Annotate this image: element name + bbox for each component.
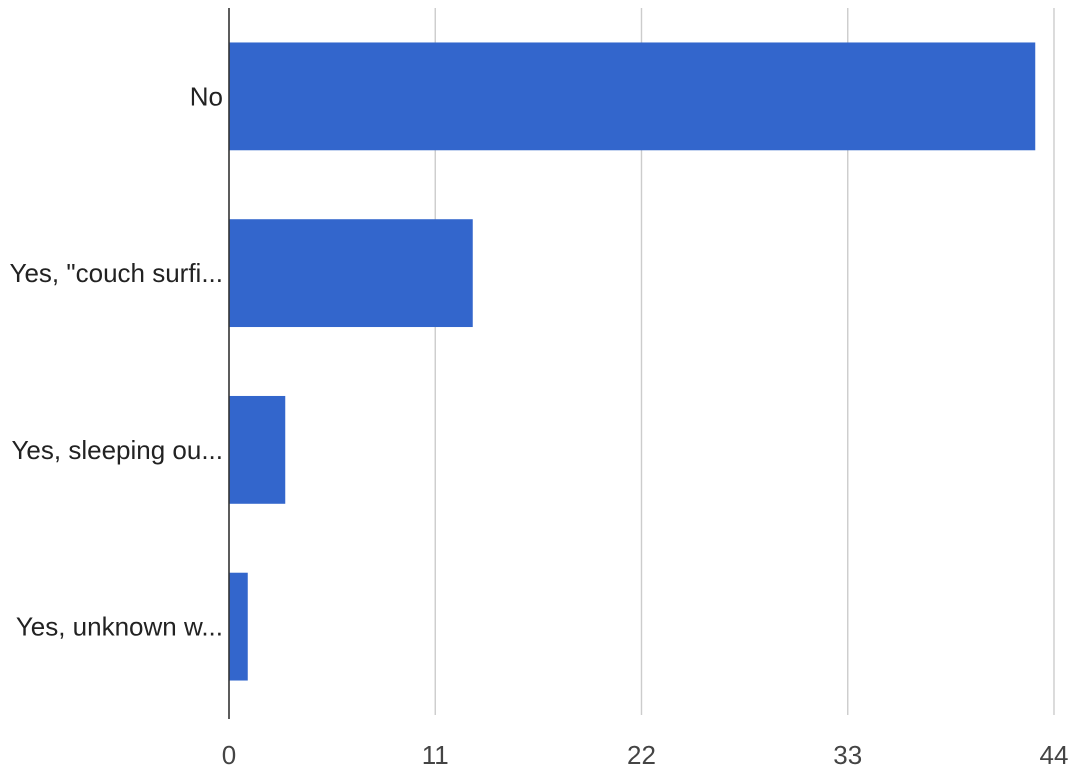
category-label: Yes, sleeping ou...	[11, 435, 223, 465]
category-label: No	[190, 81, 223, 111]
category-label: Yes, unknown w...	[16, 612, 223, 642]
bar-3[interactable]	[229, 572, 248, 681]
bars	[229, 42, 1036, 681]
tick-labels: 0 11 22 33 44	[222, 740, 1069, 770]
x-tick-label: 44	[1040, 740, 1069, 770]
bar-2[interactable]	[229, 395, 286, 504]
x-tick-label: 33	[833, 740, 862, 770]
x-tick-label: 11	[422, 740, 449, 770]
category-label: Yes, "couch surfi...	[10, 258, 223, 288]
category-labels: No Yes, "couch surfi... Yes, sleeping ou..…	[10, 81, 223, 641]
x-tick-label: 22	[627, 740, 656, 770]
x-tick-label: 0	[222, 740, 236, 770]
bar-0[interactable]	[229, 42, 1036, 151]
bar-1[interactable]	[229, 219, 473, 328]
